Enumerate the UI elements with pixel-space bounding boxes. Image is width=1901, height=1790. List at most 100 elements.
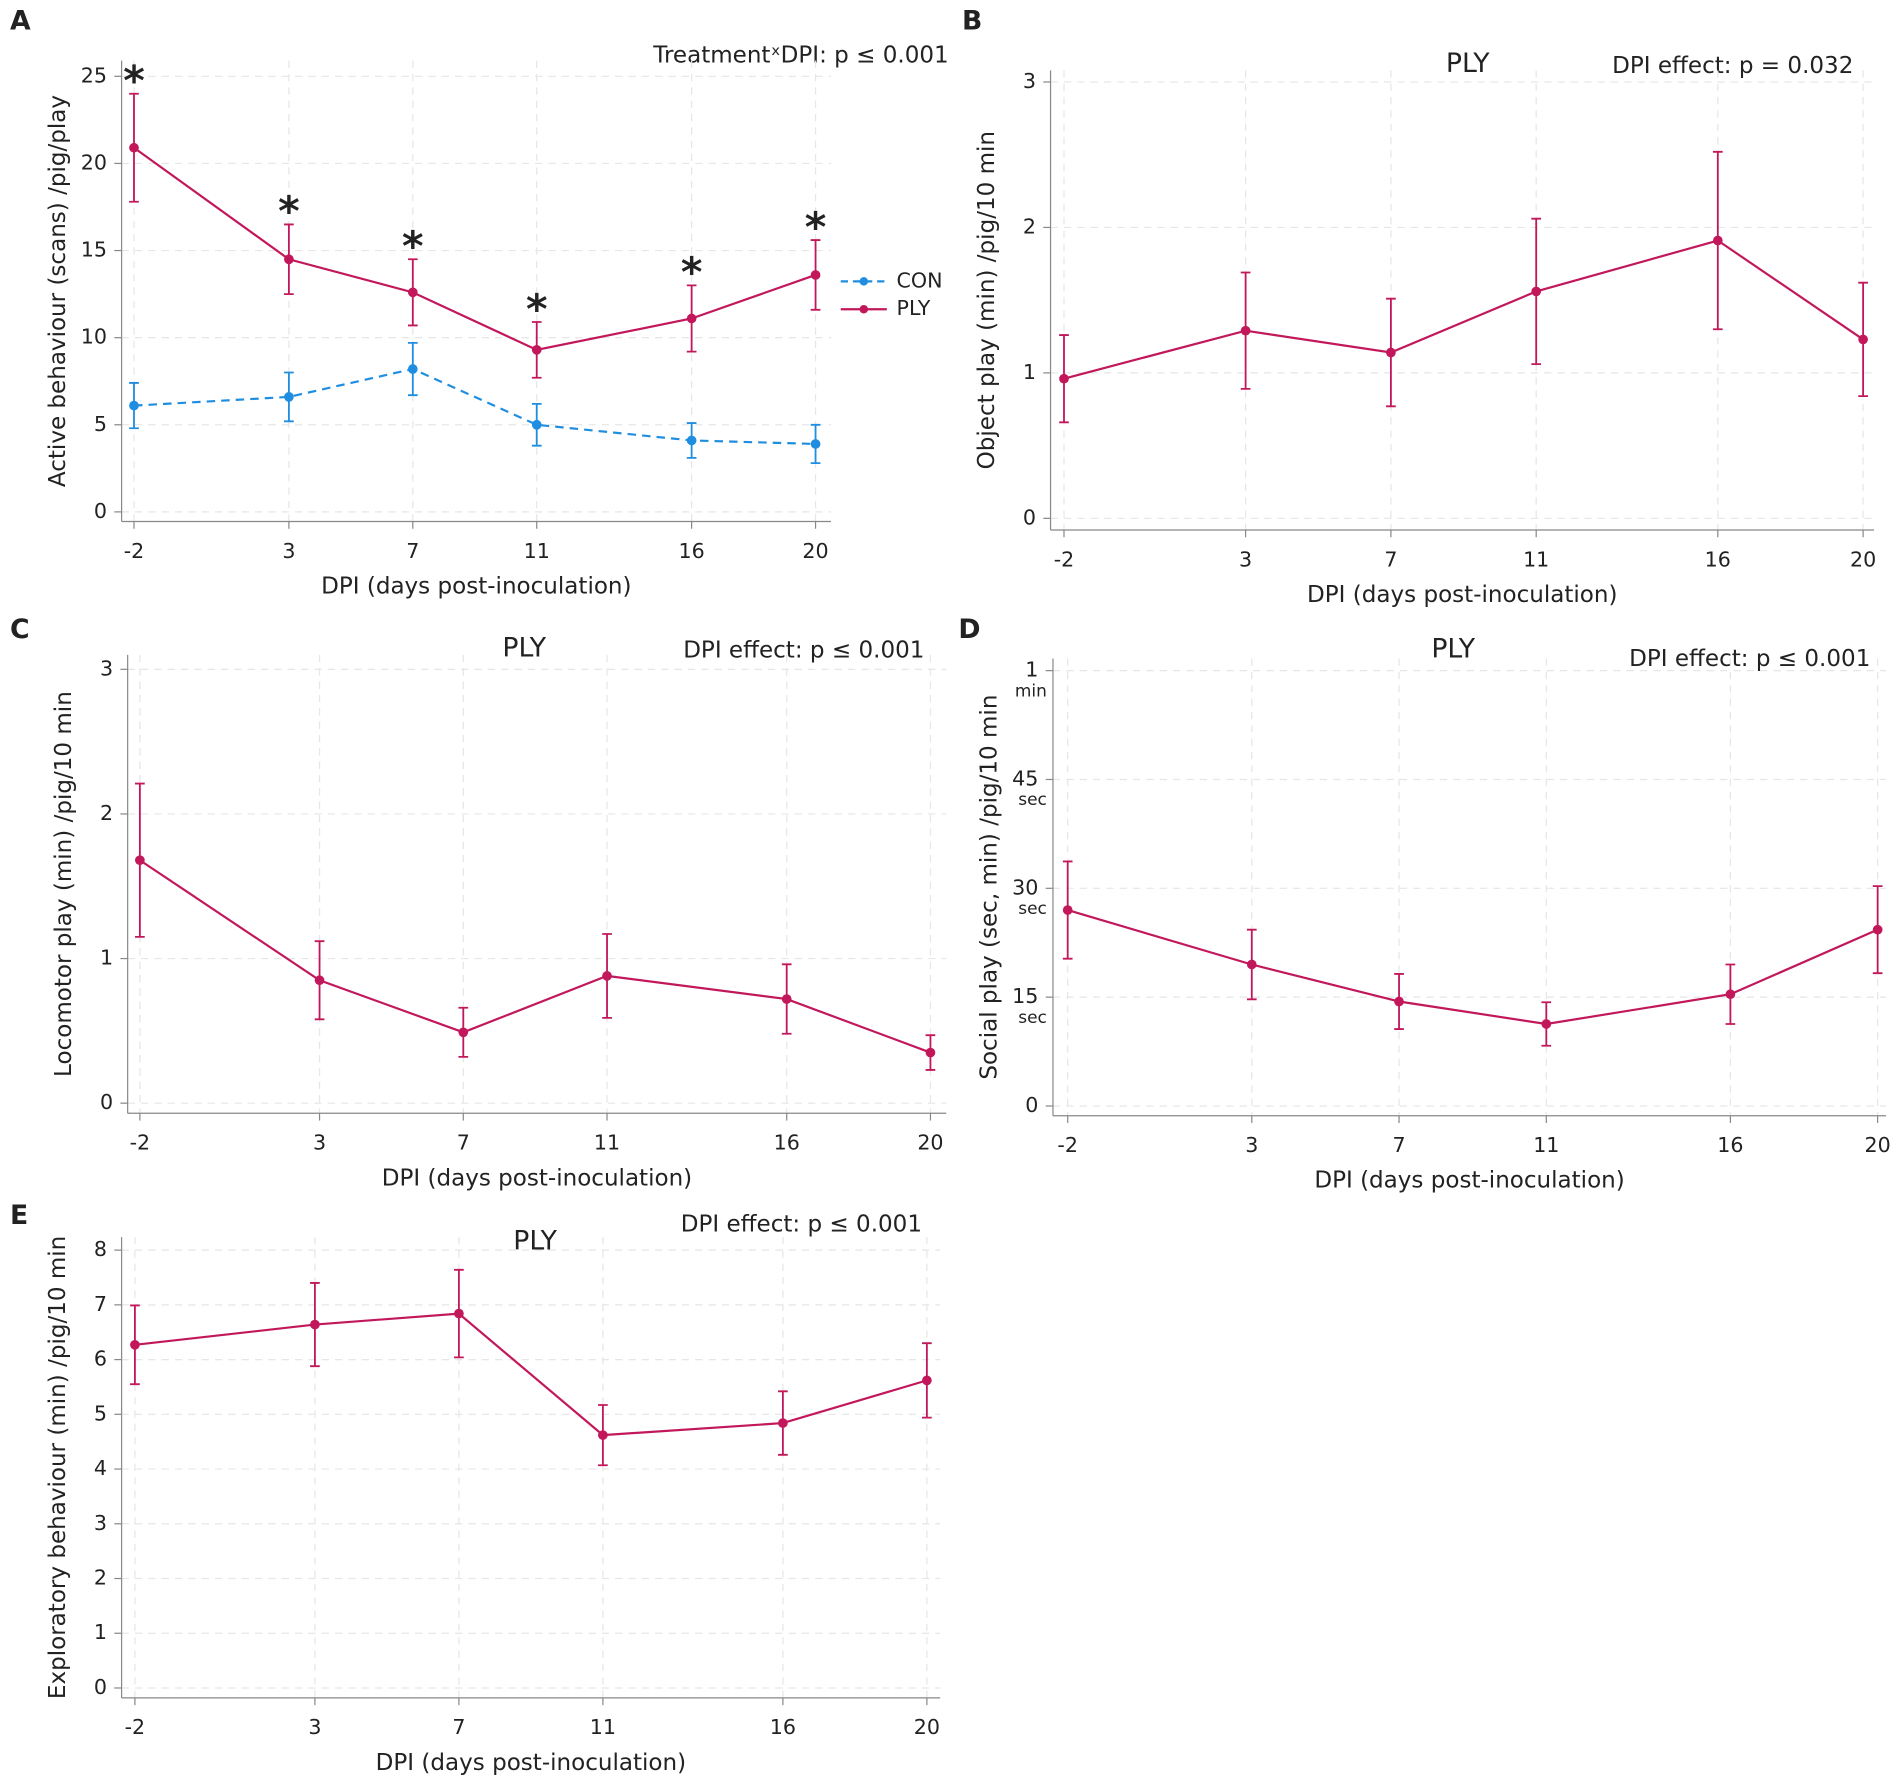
y-axis-label: Social play (sec, min) /pig/10 min <box>976 695 1002 1080</box>
x-tick-label: 7 <box>457 1131 470 1155</box>
data-point <box>686 435 697 446</box>
data-point <box>1386 347 1396 358</box>
y-tick-label: 7 <box>94 1292 107 1316</box>
chart-panel: B PLY DPI effect: p = 0.032 0 1 2 3 -2 3 7 11 16 20 D… <box>962 5 1876 608</box>
data-point <box>310 1319 320 1330</box>
chart-title: PLY <box>1446 48 1490 79</box>
x-tick-label: 20 <box>917 1131 943 1155</box>
x-tick-label: 16 <box>1705 547 1731 571</box>
data-point <box>1062 905 1073 915</box>
x-axis-label: DPI (days post-inoculation) <box>376 1750 686 1776</box>
annotation: DPI effect: p ≤ 0.001 <box>681 1211 922 1237</box>
data-point <box>1531 286 1542 297</box>
y-tick-label: 45 <box>1012 766 1038 790</box>
y-tick-label: 0 <box>94 1675 107 1699</box>
data-point <box>314 975 325 986</box>
data-point <box>1712 235 1723 246</box>
y-tick-label: 0 <box>94 499 107 523</box>
data-point <box>454 1308 464 1319</box>
y-tick-label: 5 <box>94 412 107 436</box>
x-tick-label: 3 <box>1245 1133 1258 1157</box>
y-tick-label: 15 <box>81 238 107 262</box>
y-tick-label: 4 <box>94 1456 107 1480</box>
x-tick-label: 11 <box>1533 1133 1559 1157</box>
x-tick-label: 7 <box>1384 547 1397 571</box>
data-point <box>810 439 821 449</box>
legend-marker <box>859 277 869 286</box>
x-tick-label: 7 <box>452 1715 465 1739</box>
x-tick-label: -2 <box>1054 547 1075 571</box>
x-axis-label: DPI (days post-inoculation) <box>382 1165 692 1191</box>
y-tick-label: 5 <box>94 1401 107 1425</box>
annotation: DPI effect: p ≤ 0.001 <box>1629 646 1870 672</box>
y-tick-label: 0 <box>100 1090 113 1114</box>
data-point <box>925 1047 936 1058</box>
data-point <box>778 1418 788 1428</box>
series-line <box>133 146 816 352</box>
x-tick-label: 11 <box>524 539 550 563</box>
data-point <box>810 270 821 280</box>
data-point <box>1059 373 1069 384</box>
y-axis-label: Active behaviour (scans) /pig/play <box>45 95 71 487</box>
y-tick-label: 1 <box>1023 360 1036 384</box>
y-tick-label: 10 <box>81 325 107 349</box>
data-point <box>781 994 792 1004</box>
x-tick-label: -2 <box>124 539 145 563</box>
data-point <box>1725 989 1736 1000</box>
x-tick-label: 16 <box>679 539 705 563</box>
x-tick-label: 11 <box>590 1715 616 1739</box>
y-tick-label: 15 <box>1012 984 1038 1008</box>
data-point <box>129 400 139 411</box>
chart-panel: A TreatmentˣDPI: p ≤ 0.001 0 5 10 15 20 25 -2 3 7 1… <box>10 5 949 599</box>
significance-marker: * <box>123 57 145 105</box>
series-line <box>139 859 931 1054</box>
y-axis-label: Locomotor play (min) /pig/10 min <box>51 691 77 1077</box>
data-point <box>686 313 697 324</box>
annotation: TreatmentˣDPI: p ≤ 0.001 <box>652 42 948 68</box>
x-tick-label: 16 <box>774 1131 800 1155</box>
y-tick-label: 6 <box>94 1347 107 1371</box>
y-tick-unit: sec <box>1018 1008 1047 1028</box>
data-point <box>407 364 418 374</box>
significance-marker: * <box>526 285 548 333</box>
data-point <box>407 287 418 298</box>
x-tick-label: 3 <box>1239 547 1252 571</box>
data-point <box>1246 959 1257 970</box>
x-tick-label: 11 <box>1523 547 1549 571</box>
x-tick-label: 11 <box>594 1131 620 1155</box>
chart-title: PLY <box>513 1225 557 1256</box>
y-tick-unit: sec <box>1018 790 1047 810</box>
y-tick-label: 3 <box>1023 69 1036 93</box>
panel-label: E <box>10 1200 28 1231</box>
data-point <box>1541 1019 1552 1029</box>
data-point <box>284 392 294 402</box>
x-tick-label: 20 <box>802 539 828 563</box>
y-tick-label: 8 <box>94 1237 107 1261</box>
y-tick-label: 0 <box>1023 505 1036 529</box>
data-point <box>1872 924 1883 935</box>
significance-marker: * <box>805 203 827 251</box>
data-point <box>129 142 139 153</box>
y-tick-label: 30 <box>1012 875 1038 899</box>
data-point <box>922 1375 932 1386</box>
panel-label: D <box>958 614 980 645</box>
y-axis-label: Object play (min) /pig/10 min <box>974 131 1000 469</box>
x-tick-label: 20 <box>914 1715 940 1739</box>
chart-panel: E PLY DPI effect: p ≤ 0.001 0 1 2 3 4 5 6 7 8 -2 3 7 11… <box>10 1200 941 1776</box>
x-tick-label: -2 <box>125 1715 146 1739</box>
data-point <box>1240 325 1251 336</box>
annotation: DPI effect: p ≤ 0.001 <box>683 638 924 664</box>
panel-label: C <box>10 614 30 645</box>
significance-marker: * <box>278 188 300 236</box>
y-tick-label: 2 <box>94 1566 107 1590</box>
y-tick-label: 25 <box>81 63 107 87</box>
data-point <box>531 419 542 430</box>
significance-marker: * <box>402 223 424 271</box>
y-tick-unit: sec <box>1018 899 1047 919</box>
y-tick-label: 20 <box>81 150 107 174</box>
significance-marker: * <box>681 249 703 297</box>
data-point <box>598 1430 608 1440</box>
x-tick-label: -2 <box>130 1131 151 1155</box>
